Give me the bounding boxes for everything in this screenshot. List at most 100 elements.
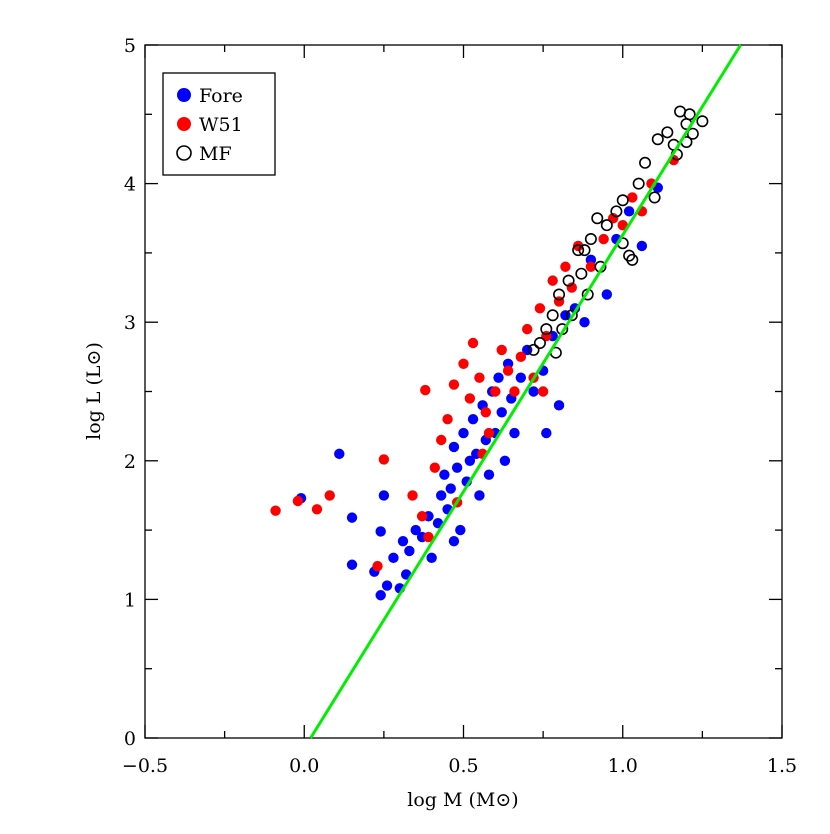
data-point xyxy=(397,535,409,547)
data-point xyxy=(578,244,591,257)
data-point xyxy=(448,535,460,547)
data-point xyxy=(458,427,469,439)
data-point xyxy=(490,386,501,397)
y-tick-label: 3 xyxy=(124,312,136,334)
data-point xyxy=(541,427,552,439)
data-point xyxy=(579,317,590,328)
legend-label: W51 xyxy=(199,114,243,136)
data-point xyxy=(499,455,511,466)
data-point xyxy=(560,261,571,272)
data-point xyxy=(585,261,597,272)
data-point xyxy=(388,552,399,564)
data-point xyxy=(600,219,613,232)
data-point xyxy=(346,512,358,523)
data-point xyxy=(572,244,585,257)
data-point xyxy=(448,379,460,390)
x-axis-label: log M (M⊙) xyxy=(407,789,518,811)
data-point xyxy=(420,384,431,396)
x-tick-label: 0.0 xyxy=(289,755,319,777)
data-point xyxy=(515,351,527,363)
data-point xyxy=(442,414,453,425)
data-point xyxy=(591,212,604,225)
data-point xyxy=(565,309,578,322)
data-point xyxy=(324,490,335,501)
data-point xyxy=(616,194,629,207)
data-point xyxy=(474,372,485,383)
data-point xyxy=(378,454,390,465)
data-point xyxy=(407,490,418,501)
data-point xyxy=(617,219,628,231)
data-point xyxy=(493,372,504,383)
data-point xyxy=(562,274,575,287)
data-point xyxy=(686,127,699,140)
data-point xyxy=(448,441,460,453)
data-point xyxy=(480,407,491,418)
data-point xyxy=(553,288,566,301)
data-point xyxy=(528,386,539,397)
data-point xyxy=(627,192,638,203)
data-point xyxy=(311,504,323,515)
y-tick-label: 5 xyxy=(124,35,136,57)
data-point xyxy=(566,282,577,293)
data-point xyxy=(546,309,559,322)
data-point xyxy=(436,490,447,501)
data-point xyxy=(502,365,514,376)
data-point xyxy=(496,407,507,418)
data-point xyxy=(464,393,476,404)
data-point xyxy=(451,462,463,473)
data-point xyxy=(636,240,648,252)
data-point xyxy=(522,323,533,335)
data-point xyxy=(509,386,520,397)
data-point xyxy=(416,511,428,522)
y-axis-label: log L (L⊙) xyxy=(83,342,105,440)
data-point xyxy=(496,344,507,356)
data-point xyxy=(661,126,674,139)
data-point xyxy=(651,133,664,146)
data-point xyxy=(426,552,437,564)
data-point xyxy=(584,233,597,246)
data-point xyxy=(483,427,495,439)
data-point xyxy=(410,524,421,536)
data-point xyxy=(378,490,390,501)
data-point xyxy=(648,191,661,204)
data-point xyxy=(404,545,415,557)
data-point xyxy=(527,343,540,356)
data-point xyxy=(553,400,565,411)
data-point xyxy=(467,414,479,425)
data-point xyxy=(439,469,450,480)
data-point xyxy=(533,336,546,349)
x-tick-label: 1.5 xyxy=(767,755,797,777)
legend-marker xyxy=(177,117,191,131)
data-point xyxy=(547,275,558,286)
y-tick-label: 2 xyxy=(124,451,136,473)
legend-marker xyxy=(177,88,191,102)
data-point xyxy=(375,590,386,601)
data-point xyxy=(572,240,584,252)
data-point xyxy=(610,205,623,218)
data-point xyxy=(464,455,476,466)
y-tick-label: 4 xyxy=(124,174,136,196)
fit-line xyxy=(309,44,742,739)
data-point xyxy=(429,462,441,473)
data-point xyxy=(632,177,645,190)
data-point xyxy=(292,495,304,507)
data-point xyxy=(474,490,485,501)
data-point xyxy=(601,289,613,300)
data-point xyxy=(375,526,386,537)
data-point xyxy=(483,469,495,480)
data-point xyxy=(270,505,281,516)
x-tick-label: 0.5 xyxy=(448,755,478,777)
data-point xyxy=(509,427,520,439)
data-point xyxy=(372,560,383,572)
data-point xyxy=(623,206,635,217)
y-tick-label: 1 xyxy=(124,589,136,611)
data-point xyxy=(626,253,639,266)
data-point xyxy=(598,233,609,245)
data-point xyxy=(346,559,358,570)
data-point xyxy=(534,303,546,314)
data-point xyxy=(515,372,527,383)
legend-label: Fore xyxy=(199,85,243,107)
data-point xyxy=(455,524,466,536)
data-point xyxy=(575,267,588,280)
